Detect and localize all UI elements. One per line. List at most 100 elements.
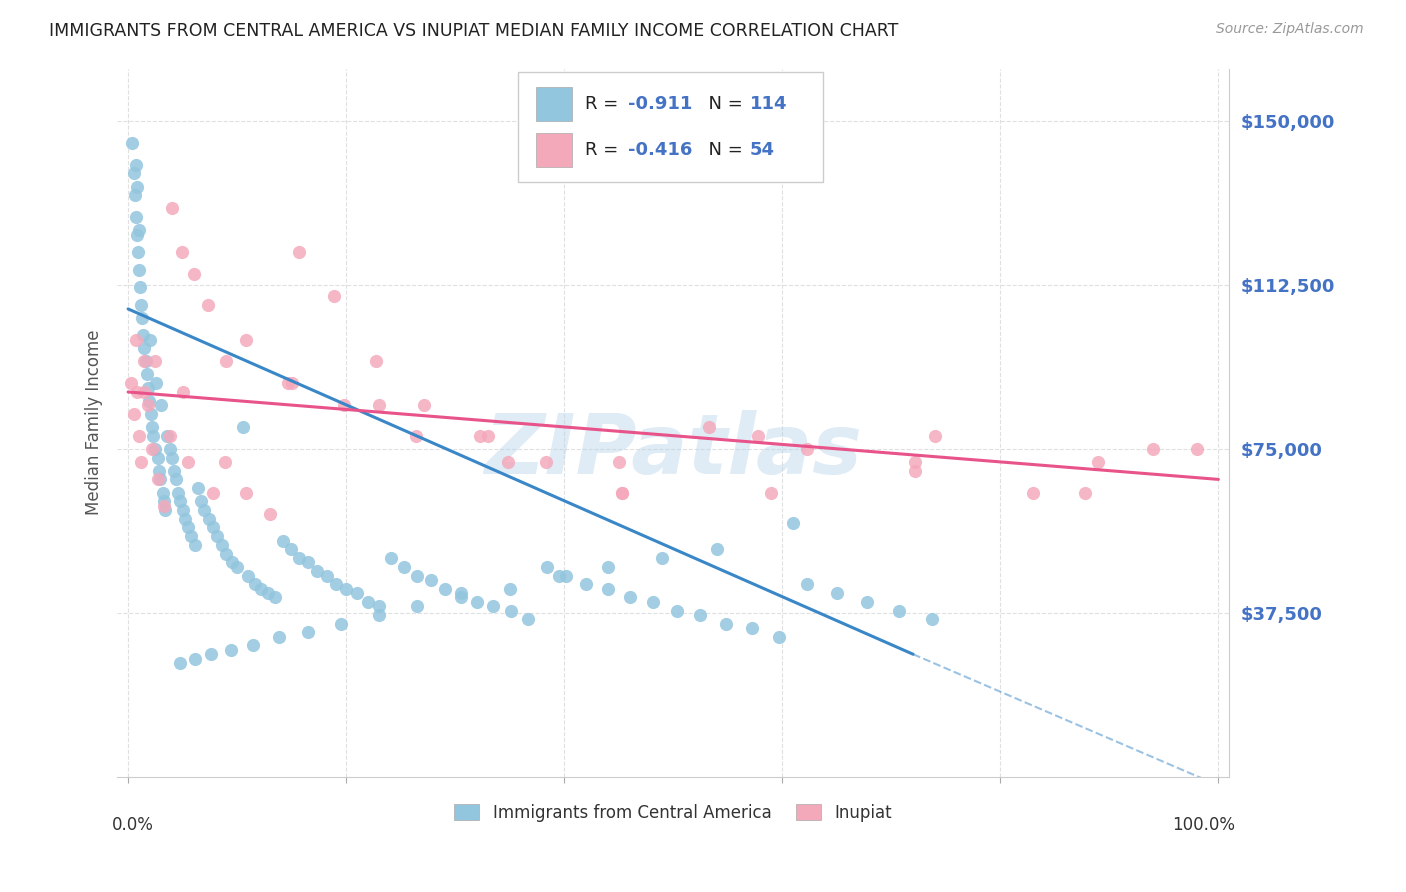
Point [534,455,557,469]
Point [177,455,200,469]
Point [406,599,429,614]
Point [149,398,172,412]
Text: 54: 54 [749,141,775,159]
Point [219,643,242,657]
Point [236,568,259,582]
Point [470,428,492,442]
Point [697,420,720,434]
Point [215,354,238,368]
Point [323,289,346,303]
Point [796,577,818,591]
Point [329,616,352,631]
Point [651,551,673,566]
Point [172,503,194,517]
Point [288,245,311,260]
Point [288,551,311,566]
Point [1087,455,1109,469]
Point [124,188,146,202]
Text: 114: 114 [749,95,787,113]
Point [153,499,176,513]
Text: R =: R = [585,95,624,113]
Point [367,607,389,622]
Point [139,333,162,347]
Point [235,333,257,347]
Point [183,267,205,281]
Point [367,599,389,614]
Point [152,485,174,500]
Point [333,398,356,412]
Point [163,464,186,478]
Point [134,354,156,368]
Point [887,603,910,617]
Point [131,310,153,325]
Point [215,547,238,561]
Point [165,472,187,486]
FancyBboxPatch shape [537,87,572,121]
Point [172,384,194,399]
Point [1142,442,1164,456]
Point [183,651,205,665]
Point [128,223,150,237]
Point [156,428,179,442]
Point [380,551,402,566]
Point [1022,485,1045,500]
Point [555,568,578,582]
Point [904,455,927,469]
Point [499,603,522,617]
Y-axis label: Median Family Income: Median Family Income [86,330,103,516]
Point [134,384,156,399]
Text: R =: R = [585,141,624,159]
Point [136,398,159,412]
Point [125,210,148,224]
Point [149,472,172,486]
Point [134,341,156,355]
Point [200,647,222,661]
Point [146,450,169,465]
Point [214,455,236,469]
Point [160,450,183,465]
Point [242,639,264,653]
FancyBboxPatch shape [537,133,572,167]
Text: 0.0%: 0.0% [111,815,153,833]
Point [477,428,499,442]
Point [169,494,191,508]
Point [280,542,302,557]
Point [641,595,664,609]
Point [173,512,195,526]
Point [197,512,219,526]
Text: Source: ZipAtlas.com: Source: ZipAtlas.com [1216,22,1364,37]
Point [796,442,818,456]
Legend: Immigrants from Central America, Inupiat: Immigrants from Central America, Inupiat [447,797,898,829]
Point [211,538,233,552]
FancyBboxPatch shape [517,72,824,182]
Point [921,612,943,626]
Point [856,595,879,609]
Point [138,393,160,408]
Point [256,586,278,600]
Point [135,368,157,382]
Point [122,166,145,180]
Point [280,376,302,391]
Point [232,420,254,434]
Point [139,407,162,421]
Point [141,420,163,434]
Point [128,262,150,277]
Point [499,582,522,596]
Point [148,464,170,478]
Point [450,586,472,600]
Point [610,485,633,500]
Point [450,591,472,605]
Point [267,630,290,644]
Point [190,494,212,508]
Point [146,472,169,486]
Text: -0.416: -0.416 [627,141,692,159]
Point [132,328,155,343]
Text: IMMIGRANTS FROM CENTRAL AMERICA VS INUPIAT MEDIAN FAMILY INCOME CORRELATION CHAR: IMMIGRANTS FROM CENTRAL AMERICA VS INUPI… [49,22,898,40]
Point [143,354,166,368]
Point [517,612,540,626]
Point [259,508,281,522]
Point [141,442,163,456]
Point [482,599,505,614]
Point [1074,485,1097,500]
Point [465,595,488,609]
